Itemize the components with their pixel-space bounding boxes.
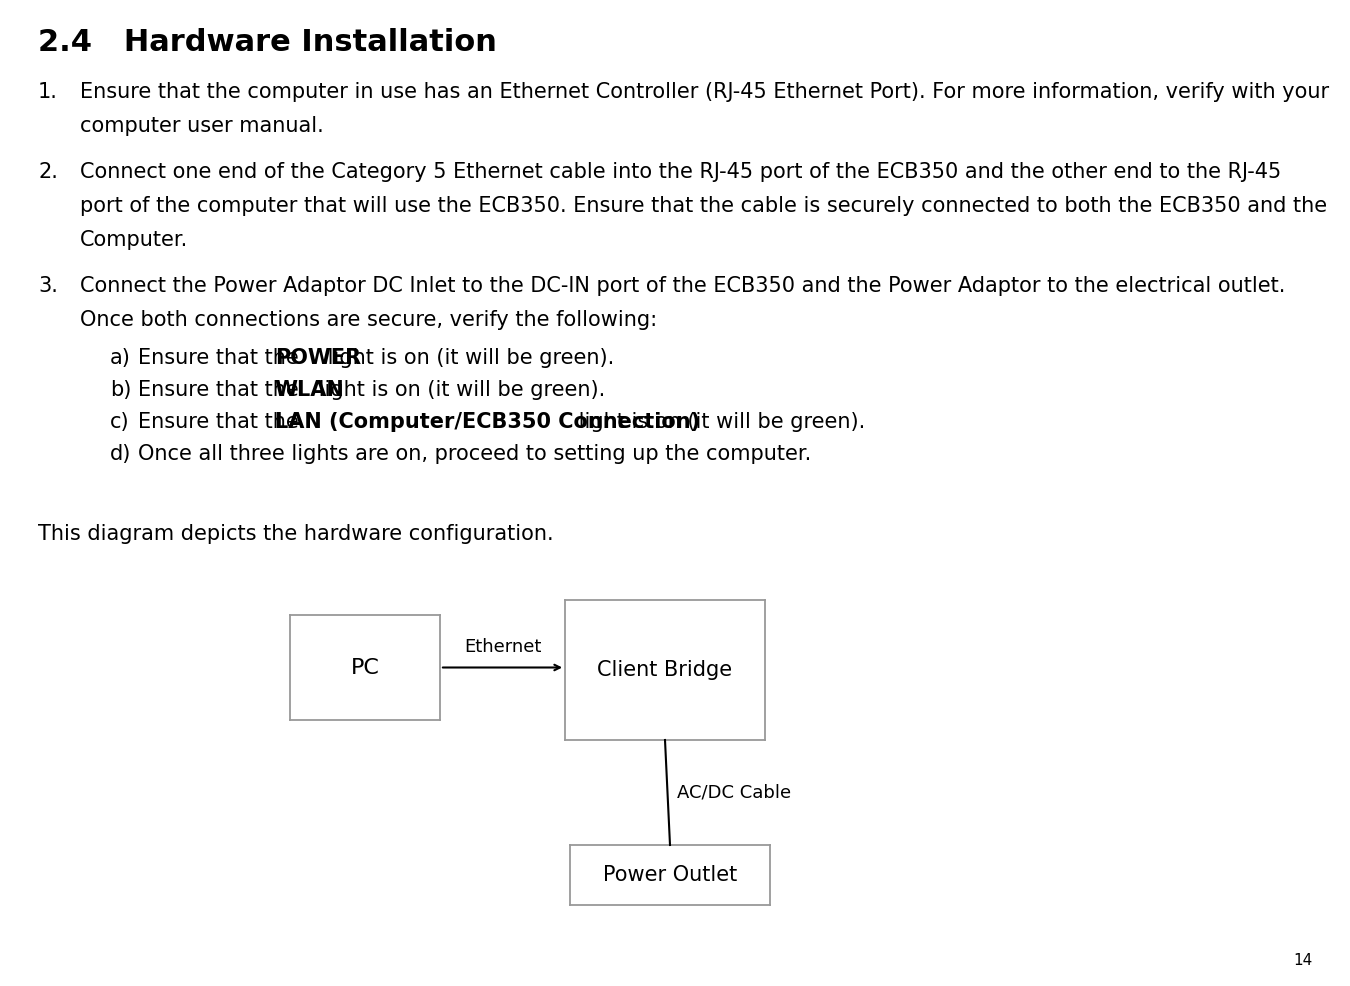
Text: AC/DC Cable: AC/DC Cable [676,784,791,802]
Text: 1.: 1. [38,82,58,102]
Text: d): d) [109,444,131,464]
Text: This diagram depicts the hardware configuration.: This diagram depicts the hardware config… [38,524,553,544]
Text: port of the computer that will use the ECB350. Ensure that the cable is securely: port of the computer that will use the E… [80,196,1327,216]
Text: Client Bridge: Client Bridge [598,660,733,680]
Text: computer user manual.: computer user manual. [80,116,324,136]
Text: Computer.: Computer. [80,230,188,250]
Text: Once both connections are secure, verify the following:: Once both connections are secure, verify… [80,310,657,330]
Text: POWER: POWER [275,348,360,368]
Text: 3.: 3. [38,276,58,296]
Text: Connect one end of the Category 5 Ethernet cable into the RJ-45 port of the ECB3: Connect one end of the Category 5 Ethern… [80,162,1281,182]
Text: Once all three lights are on, proceed to setting up the computer.: Once all three lights are on, proceed to… [138,444,811,464]
Text: light is on (it will be green).: light is on (it will be green). [572,412,865,432]
Text: a): a) [109,348,131,368]
Text: Ethernet: Ethernet [464,638,541,656]
Text: PC: PC [351,658,379,677]
Text: light is on (it will be green).: light is on (it will be green). [312,380,605,400]
Text: Ensure that the: Ensure that the [138,380,305,400]
Text: Ensure that the: Ensure that the [138,412,305,432]
Text: 2.: 2. [38,162,58,182]
Text: Power Outlet: Power Outlet [603,865,737,885]
Text: WLAN: WLAN [275,380,344,400]
Text: b): b) [109,380,131,400]
Text: LAN (Computer/ECB350 Connection): LAN (Computer/ECB350 Connection) [275,412,699,432]
Text: Ensure that the: Ensure that the [138,348,305,368]
Text: light is on (it will be green).: light is on (it will be green). [321,348,614,368]
Text: c): c) [109,412,130,432]
Text: 14: 14 [1293,953,1312,968]
Text: Connect the Power Adaptor DC Inlet to the DC-IN port of the ECB350 and the Power: Connect the Power Adaptor DC Inlet to th… [80,276,1285,296]
Text: Ensure that the computer in use has an Ethernet Controller (RJ-45 Ethernet Port): Ensure that the computer in use has an E… [80,82,1330,102]
Text: 2.4   Hardware Installation: 2.4 Hardware Installation [38,28,497,57]
